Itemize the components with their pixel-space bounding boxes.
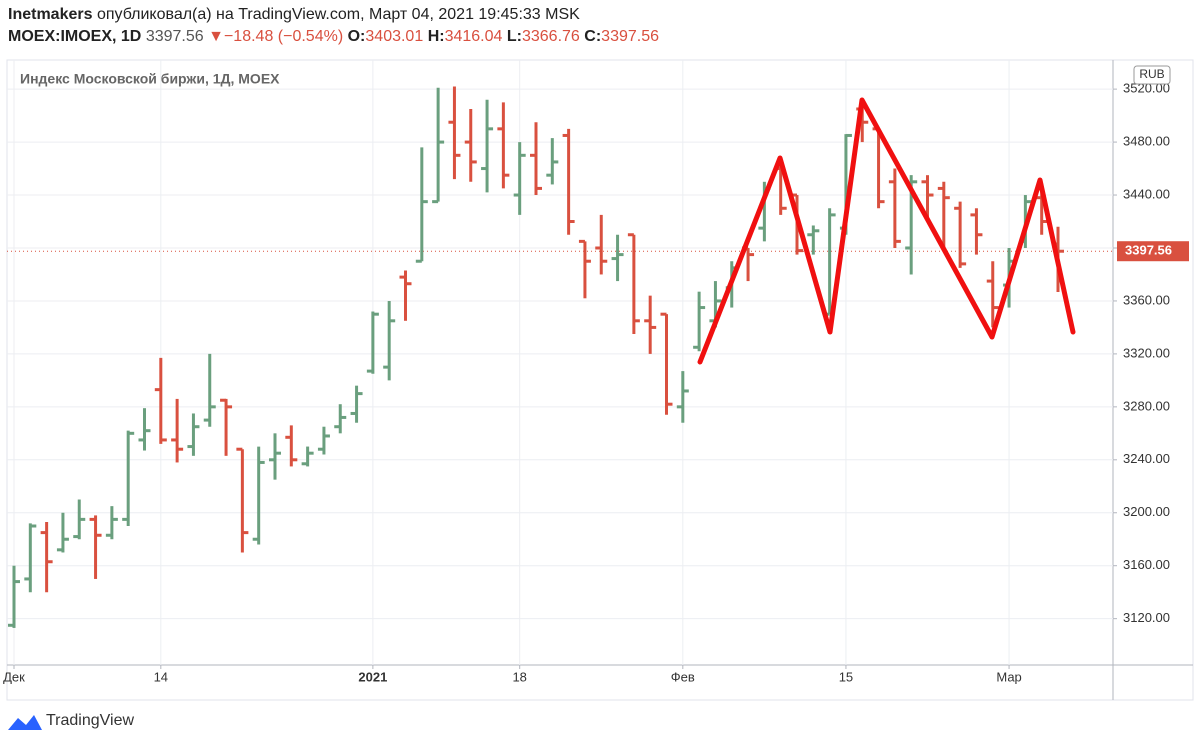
logo-icon <box>8 715 42 730</box>
c-value: 3397.56 <box>601 28 660 45</box>
last-price-box <box>1117 241 1189 262</box>
x-tick-label: 15 <box>839 669 853 684</box>
l-label: L: <box>506 28 522 45</box>
h-value: 3416.04 <box>444 28 503 45</box>
o-value: 3403.01 <box>365 28 424 45</box>
currency-box <box>1133 65 1171 85</box>
y-tick-label: 3480.00 <box>1123 134 1170 149</box>
published: опубликовал(а) на TradingView.com, Март … <box>96 6 580 23</box>
y-tick-label: 3240.00 <box>1123 451 1170 466</box>
x-tick-label: 18 <box>512 669 526 684</box>
frame <box>6 59 1194 701</box>
last: 3397.56 <box>145 28 204 45</box>
o-label: O: <box>347 28 366 45</box>
x-tick-label: Мар <box>996 669 1021 684</box>
y-tick-label: 3120.00 <box>1123 610 1170 625</box>
y-tick-label: 3200.00 <box>1123 504 1170 519</box>
currency: RUB <box>1139 67 1164 81</box>
y-tick-label: 3440.00 <box>1123 186 1170 201</box>
grid <box>7 60 1113 665</box>
bars <box>8 86 1064 628</box>
line2: MOEX:IMOEX, 1D 3397.56 ▼−18.48 (−0.54%) … <box>8 26 659 48</box>
y-tick-label: 3360.00 <box>1123 292 1170 307</box>
brand: TradingView <box>46 712 134 729</box>
x-tick-label: 2021 <box>358 669 387 684</box>
x-tick-label: 14 <box>154 669 168 684</box>
y-tick-label: 3160.00 <box>1123 557 1170 572</box>
h-label: H: <box>427 28 445 45</box>
axes: 3120.00 3160.00 3200.00 3240.00 3280.00 3320.… <box>3 81 1189 684</box>
l-value: 3366.76 <box>521 28 580 45</box>
y-tick-label: 3320.00 <box>1123 345 1170 360</box>
arrow: ▼ <box>208 28 224 45</box>
chart-title: Индекс Московской биржи, 1Д, MOEX <box>20 71 280 87</box>
symbol: MOEX:IMOEX, 1D <box>8 28 142 45</box>
c-label: C: <box>584 28 602 45</box>
change: −18.48 (−0.54%) <box>223 28 344 45</box>
y-tick-label: 3280.00 <box>1123 398 1170 413</box>
last-price-label: 3397.56 <box>1125 243 1172 258</box>
line1: Inetmakers опубликовал(а) на TradingView… <box>8 4 659 26</box>
drawing <box>697 97 1076 365</box>
author: Inetmakers <box>8 6 93 23</box>
x-tick-label: Дек <box>3 669 25 684</box>
x-tick-label: Фев <box>671 669 695 684</box>
logo <box>8 715 42 730</box>
header: Inetmakers опубликовал(а) на TradingView… <box>8 4 659 48</box>
